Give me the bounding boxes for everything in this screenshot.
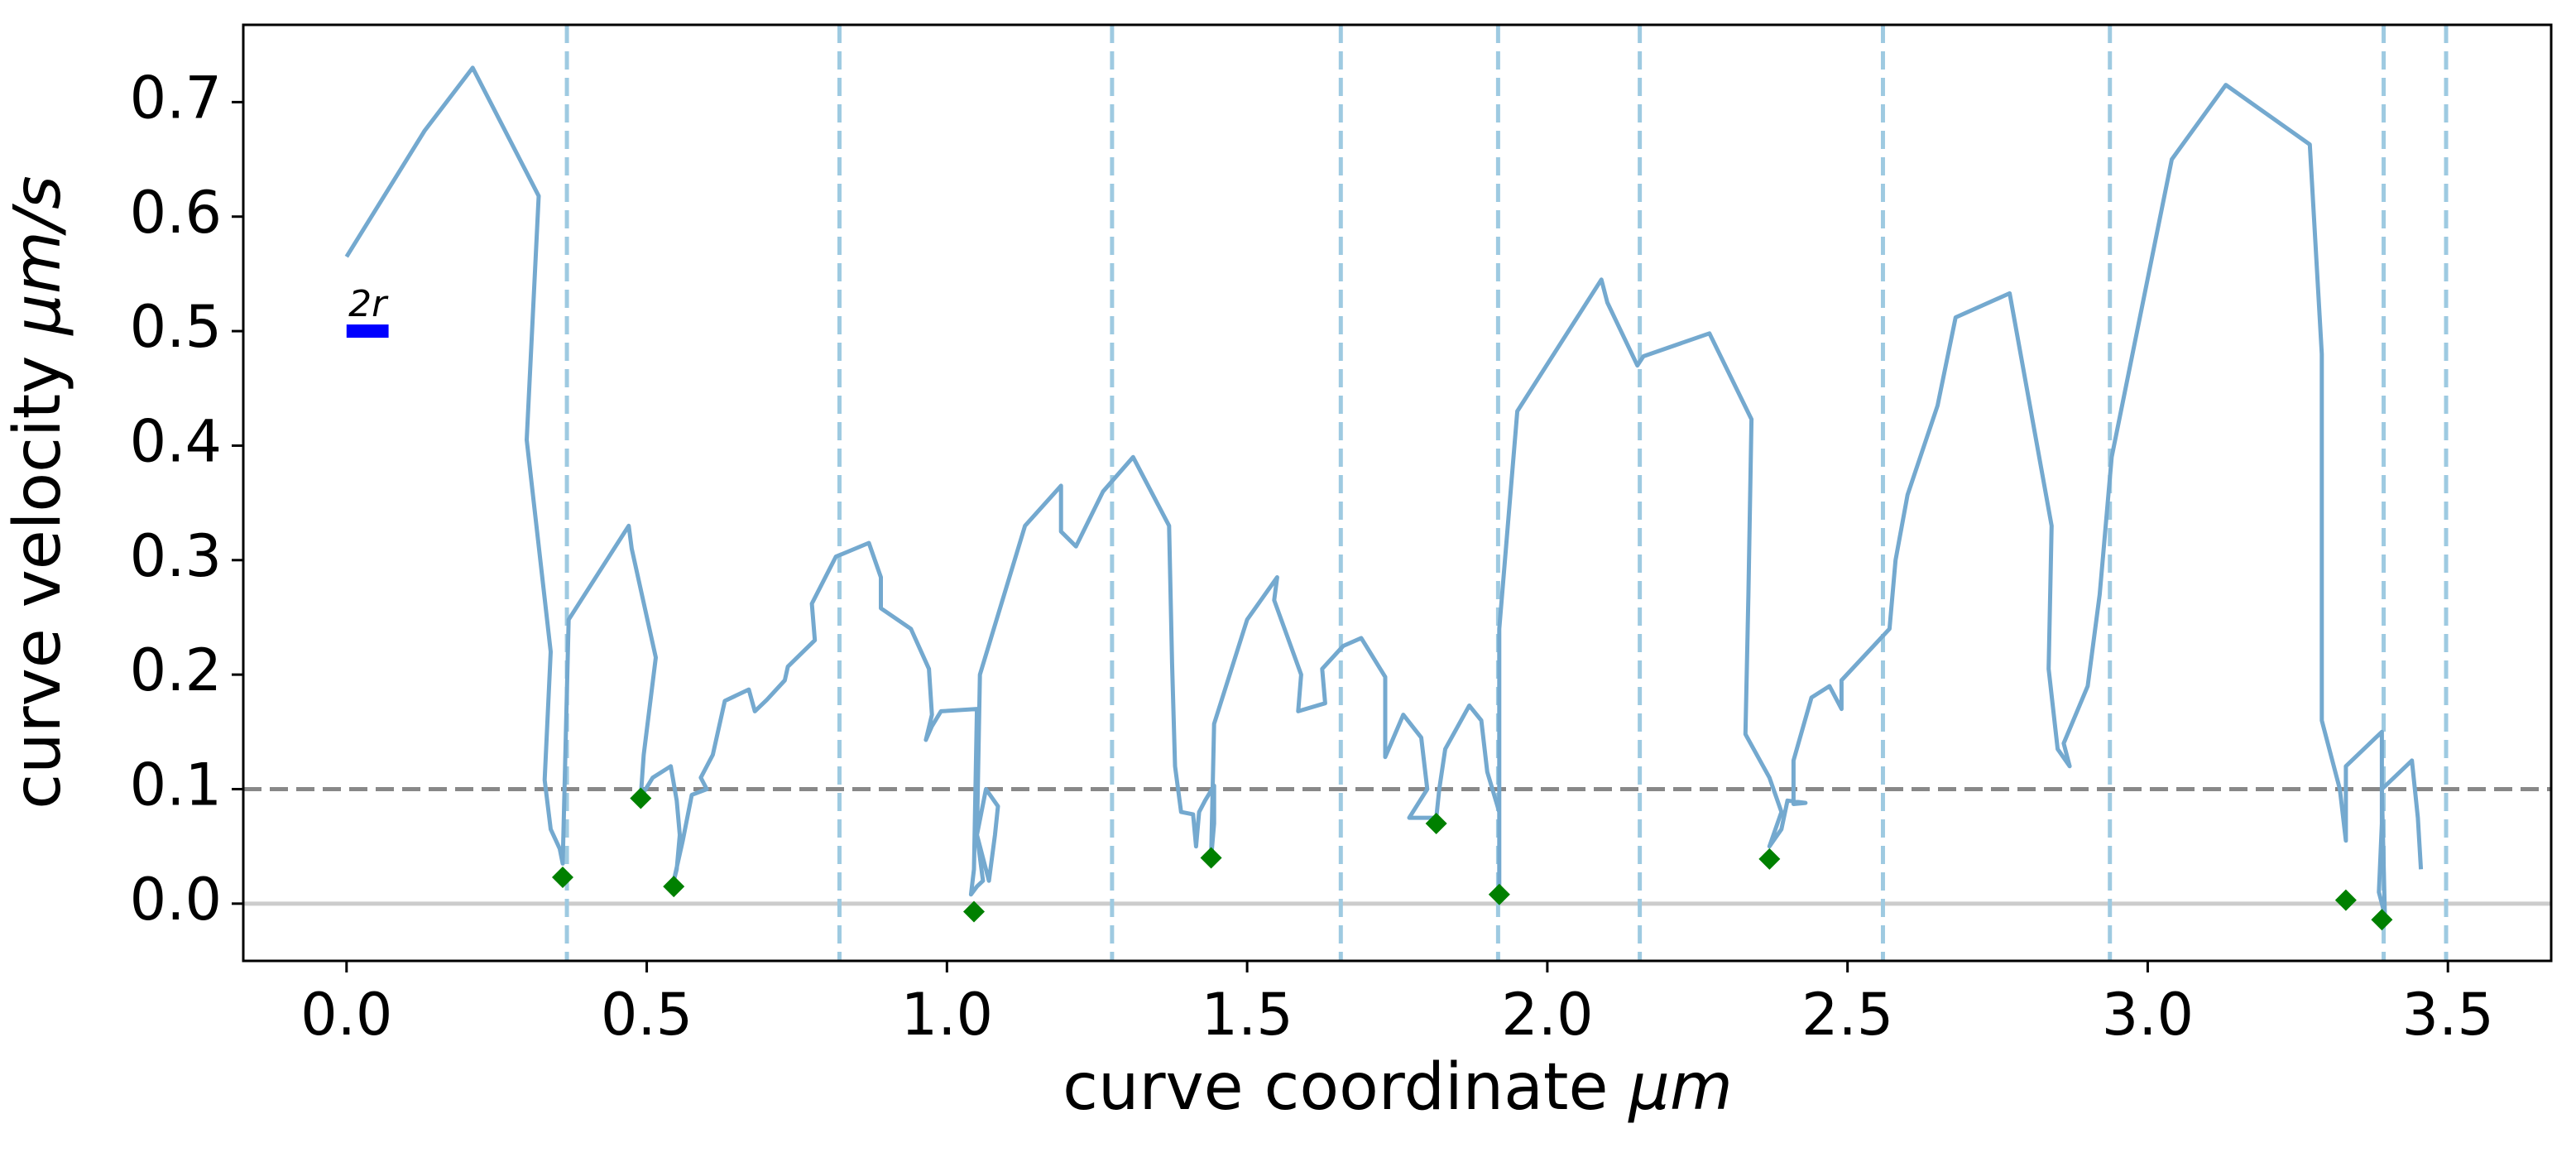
marker xyxy=(1488,883,1510,905)
x-label-unit: μm xyxy=(1627,1050,1733,1125)
y-tick-label: 0.7 xyxy=(130,64,222,132)
marker xyxy=(630,787,652,809)
marker xyxy=(551,867,573,889)
x-tick-label: 1.5 xyxy=(1201,981,1293,1049)
scale-bar xyxy=(346,324,389,339)
x-tick-label: 1.0 xyxy=(901,981,993,1049)
y-tick-label: 0.0 xyxy=(130,866,222,934)
x-axis-label: curve coordinate μm xyxy=(1063,1050,1733,1125)
x-tick-label: 0.0 xyxy=(300,981,392,1049)
x-tick-label: 3.0 xyxy=(2102,981,2194,1049)
y-tick-label: 0.3 xyxy=(130,522,222,590)
y-tick-label: 0.5 xyxy=(130,293,222,361)
y-tick-label: 0.2 xyxy=(130,636,222,704)
plot-frame xyxy=(242,23,2553,963)
y-tick-label: 0.1 xyxy=(130,751,222,819)
y-label-text: curve velocity xyxy=(1,356,75,809)
x-tick-label: 2.5 xyxy=(1801,981,1893,1049)
marker xyxy=(1758,847,1781,870)
x-tick-label: 3.5 xyxy=(2402,981,2494,1049)
scale-bar-label: 2r xyxy=(348,283,389,325)
marker xyxy=(2371,909,2393,931)
x-tick-label: 0.5 xyxy=(601,981,693,1049)
data-line xyxy=(344,65,2424,918)
y-tick-label: 0.6 xyxy=(130,179,222,247)
y-label-unit: μm/s xyxy=(1,175,75,337)
marker xyxy=(962,900,985,923)
marker xyxy=(2334,889,2357,911)
marker xyxy=(663,876,685,898)
marker xyxy=(1200,847,1222,869)
x-tick-label: 2.0 xyxy=(1501,981,1593,1049)
y-tick-label: 0.4 xyxy=(130,407,222,475)
marker xyxy=(1425,812,1447,834)
x-label-text: curve coordinate xyxy=(1063,1050,1608,1125)
y-axis-label: curve velocity μm/s xyxy=(1,175,75,809)
